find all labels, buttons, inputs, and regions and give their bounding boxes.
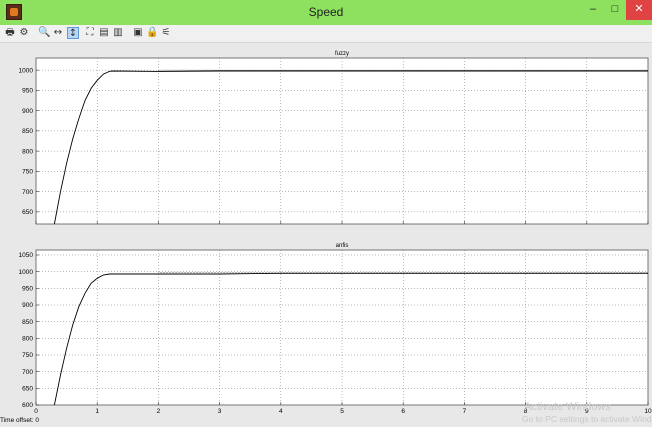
toolbar: 🖶 ⚙ 🔍 ↔ ↕ ⛶ ▤ ▥ ▣ 🔒 ⚟ [0,25,652,43]
lock-icon[interactable]: 🔒 [146,27,159,38]
x-tick-label: 1 [95,408,99,415]
scope-area: fuzzy 650 700 750 800 850 900 950 1000 anfis 0 1 2 3 4… [0,43,652,427]
y-tick-label: 1050 [19,252,34,259]
restore-axes-icon[interactable]: ▥ [113,27,123,38]
time-offset: Time offset: 0 [0,417,39,424]
x-tick-label: 9 [585,408,589,415]
series-line [53,272,648,406]
y-tick-label: 650 [22,386,33,393]
y-tick-label: 600 [22,402,33,409]
print-icon[interactable]: 🖶 [5,27,15,38]
title-bar[interactable]: Speed – □ ✕ [0,0,652,25]
y-tick-label: 800 [22,148,33,155]
close-button[interactable]: ✕ [626,0,652,20]
y-tick-label: 850 [22,319,33,326]
time-offset-value: 0 [35,417,40,424]
params-icon[interactable]: ⚙ [19,27,29,38]
selection-icon[interactable]: ⚟ [161,27,171,38]
x-tick-label: 6 [401,408,405,415]
y-tick-label: 950 [22,286,33,293]
x-tick-label: 7 [463,408,467,415]
x-tick-label: 4 [279,408,283,415]
x-tick-label: 8 [524,408,528,415]
y-tick-label: 800 [22,336,33,343]
float-icon[interactable]: ▣ [133,27,143,38]
time-offset-label: Time offset: [0,417,34,424]
x-tick-label: 10 [644,408,652,415]
window-title: Speed [308,5,344,19]
y-tick-label: 750 [22,352,33,359]
minimize-button[interactable]: – [589,3,597,15]
zoom-x-icon[interactable]: ↔ [53,27,63,38]
y-tick-label: 700 [22,189,33,196]
axes-title: fuzzy [335,51,349,57]
y-tick-label: 900 [22,108,33,115]
x-tick-label: 0 [34,408,38,415]
activation-watermark-text: Go to PC settings to activate Windows. [522,414,652,424]
save-axes-icon[interactable]: ▤ [99,27,109,38]
autoscale-icon[interactable]: ⛶ [86,27,94,38]
x-tick-label: 5 [340,408,344,415]
x-tick-label: 3 [218,408,222,415]
axes-title: anfis [336,243,349,249]
y-tick-label: 900 [22,302,33,309]
y-tick-label: 1000 [19,67,34,74]
y-tick-label: 750 [22,169,33,176]
scope-plots: fuzzy 650 700 750 800 850 900 950 1000 anfis 0 1 2 3 4… [19,51,652,415]
y-tick-label: 950 [22,88,33,95]
y-tick-label: 850 [22,128,33,135]
maximize-button[interactable]: □ [611,3,619,15]
zoom-y-icon[interactable]: ↕ [67,27,79,39]
y-tick-label: 1000 [19,269,34,276]
x-tick-label: 2 [157,408,161,415]
activation-watermark-title: Activate Windows [524,401,611,413]
y-tick-label: 650 [22,209,33,216]
zoom-icon[interactable]: 🔍 [38,27,51,38]
series-line [53,70,648,225]
y-tick-label: 700 [22,369,33,376]
matlab-icon [6,4,22,20]
